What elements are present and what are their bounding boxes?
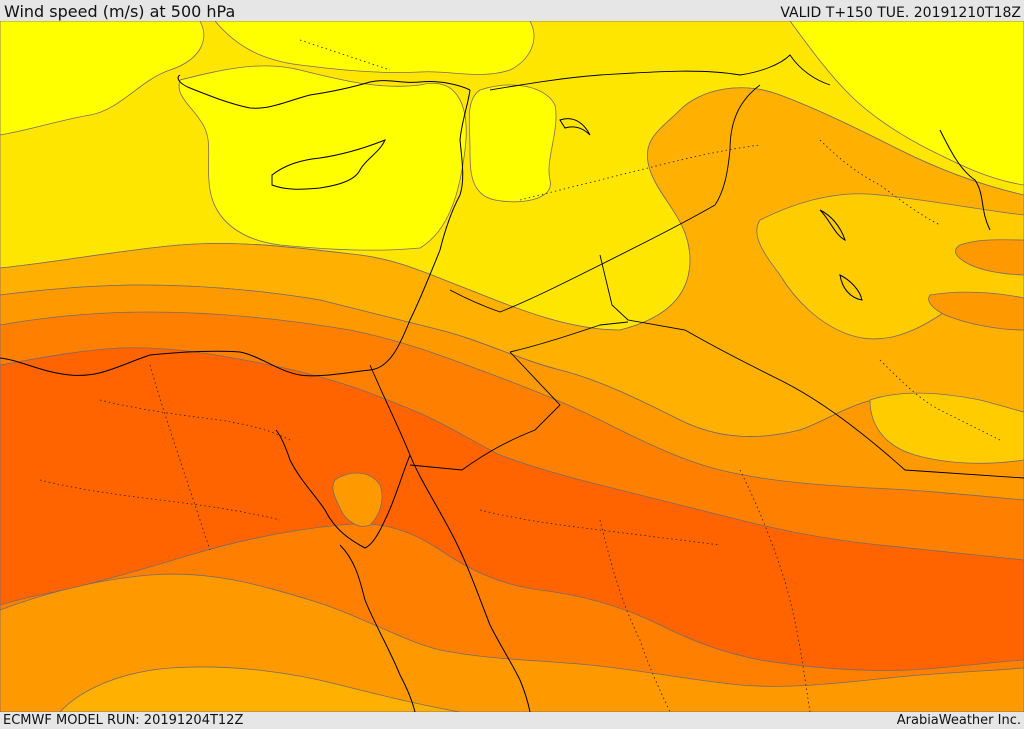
band-red-jet xyxy=(0,347,1024,671)
valid-time: VALID T+150 TUE. 20191210T18Z xyxy=(780,5,1021,21)
wind-speed-map[interactable] xyxy=(0,21,1024,712)
footer-bar: ECMWF MODEL RUN: 20191204T12Z ArabiaWeat… xyxy=(0,712,1024,729)
band-orange-patch-sinai xyxy=(332,472,383,527)
model-run-label: ECMWF MODEL RUN: 20191204T12Z xyxy=(3,713,244,728)
band-orange-patch-iran xyxy=(955,239,1024,276)
band-lightest-northeast xyxy=(789,21,1024,186)
coastlines xyxy=(0,74,991,712)
band-lightest-west xyxy=(0,21,205,136)
province-lines xyxy=(39,39,1001,712)
borders xyxy=(369,54,1024,479)
header-bar: Wind speed (m/s) at 500 hPa VALID T+150 … xyxy=(0,0,1024,21)
band-orange-patch-east xyxy=(928,291,1024,331)
band-light-syria xyxy=(468,84,557,203)
map-title: Wind speed (m/s) at 500 hPa xyxy=(4,2,236,21)
band-orange-light-bottom xyxy=(59,666,461,712)
band-lightest-top xyxy=(214,21,535,75)
map-area[interactable] xyxy=(0,21,1024,712)
credit-label: ArabiaWeather Inc. xyxy=(896,713,1021,728)
